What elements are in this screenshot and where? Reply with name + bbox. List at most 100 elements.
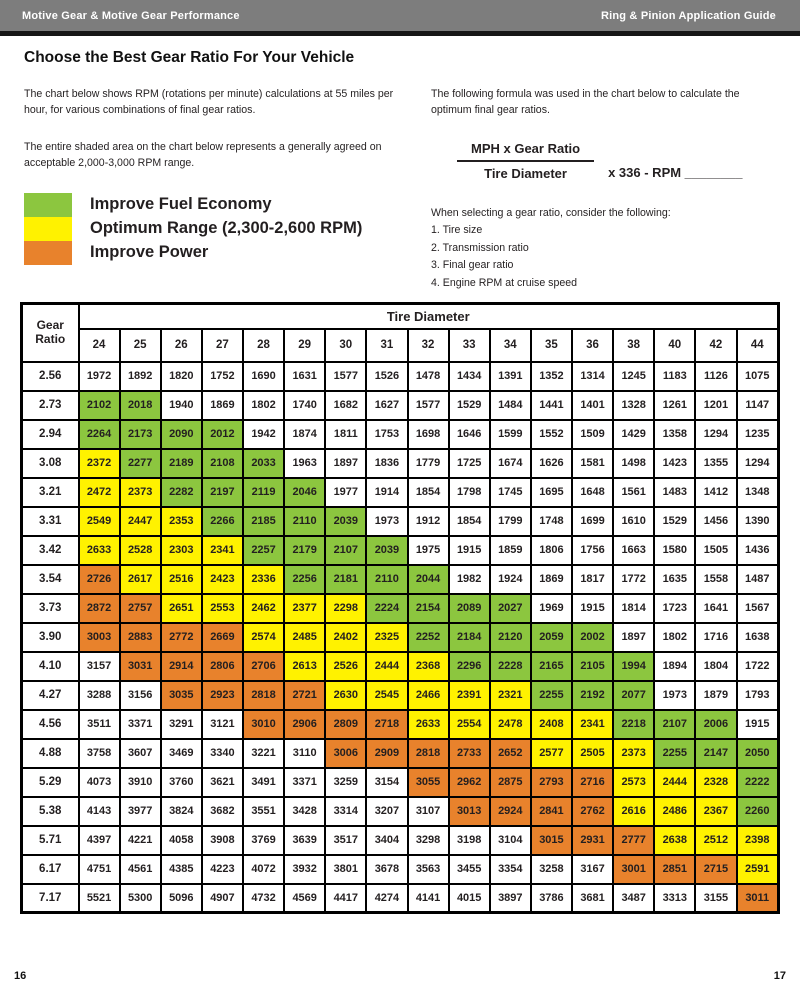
rpm-cell: 4569	[283, 882, 327, 914]
rpm-cell: 2706	[241, 650, 286, 682]
rpm-cell: 2303	[159, 534, 203, 566]
rpm-cell: 2189	[159, 447, 203, 479]
rpm-cell: 1638	[735, 621, 780, 653]
rpm-cell: 3551	[241, 795, 286, 827]
rpm-cell: 2181	[324, 563, 368, 595]
rpm-cell: 1779	[406, 447, 450, 479]
table-row: 3.90 3003 2883 2772 2669 2574 2485 2402 2325 2252…	[20, 621, 780, 653]
rpm-cell: 1478	[406, 360, 450, 392]
rpm-cell: 2373	[118, 476, 162, 508]
rpm-cell: 4073	[77, 766, 121, 798]
rpm-cell: 2574	[241, 621, 286, 653]
rpm-cell: 1894	[653, 650, 697, 682]
rpm-cell: 3681	[570, 882, 615, 914]
rpm-cell: 1802	[653, 621, 697, 653]
rpm-cell: 1631	[283, 360, 327, 392]
gear-ratio-cell: 3.73	[20, 592, 80, 624]
rpm-cell: 1874	[283, 418, 327, 450]
rpm-cell: 2617	[118, 563, 162, 595]
rpm-cell: 2119	[241, 476, 286, 508]
rpm-cell: 2772	[159, 621, 203, 653]
rpm-cell: 2110	[365, 563, 409, 595]
rpm-cell: 1314	[570, 360, 615, 392]
rpm-cell: 3035	[159, 679, 203, 711]
rpm-cell: 2553	[200, 592, 245, 624]
table-title-row: Gear Ratio Tire Diameter	[20, 302, 780, 363]
rpm-cell: 2341	[570, 708, 615, 740]
rpm-cell: 2282	[159, 476, 203, 508]
rpm-cell: 1429	[612, 418, 656, 450]
rpm-cell: 1294	[735, 447, 780, 479]
rpm-cell: 2089	[447, 592, 491, 624]
rpm-cell: 2277	[118, 447, 162, 479]
rpm-cell: 1483	[653, 476, 697, 508]
rpm-cell: 3910	[118, 766, 162, 798]
legend-row: Improve Power	[24, 240, 409, 265]
rpm-cell: 1581	[570, 447, 615, 479]
legend-label: Optimum Range (2,300-2,600 RPM)	[90, 219, 363, 238]
rpm-cell: 1261	[653, 389, 697, 421]
rpm-cell: 1963	[283, 447, 327, 479]
tire-diameter-column-header: 38	[612, 327, 656, 363]
rpm-cell: 1820	[159, 360, 203, 392]
rpm-cell: 1977	[324, 476, 368, 508]
gear-ratio-cell: 2.94	[20, 418, 80, 450]
rpm-cell: 2296	[447, 650, 491, 682]
rpm-cell: 3104	[488, 824, 532, 856]
formula-fraction: MPH x Gear Ratio Tire Diameter	[457, 141, 595, 181]
rpm-cell: 2762	[570, 795, 615, 827]
rpm-cell: 1434	[447, 360, 491, 392]
rpm-cell: 2197	[200, 476, 245, 508]
table-row: 7.17 5521 5300 5096 4907 4732 4569 4417 4274 4141…	[20, 882, 780, 914]
gear-ratio-cell: 2.56	[20, 360, 80, 392]
tire-diameter-column-header: 36	[570, 327, 615, 363]
formula-denominator: Tire Diameter	[484, 165, 567, 181]
rpm-cell: 1982	[447, 563, 491, 595]
rpm-cell: 1924	[488, 563, 532, 595]
rpm-cell: 2633	[77, 534, 121, 566]
rpm-cell: 2018	[118, 389, 162, 421]
rpm-cell: 3371	[118, 708, 162, 740]
rpm-cell: 4561	[118, 853, 162, 885]
rpm-cell: 4015	[447, 882, 491, 914]
rpm-cell: 4732	[241, 882, 286, 914]
rpm-cell: 2931	[570, 824, 615, 856]
rpm-cell: 1505	[694, 534, 738, 566]
rpm-cell: 1745	[488, 476, 532, 508]
rpm-cell: 2716	[570, 766, 615, 798]
rpm-cell: 1722	[735, 650, 780, 682]
rpm-cell: 1940	[159, 389, 203, 421]
rpm-cell: 2224	[365, 592, 409, 624]
rpm-cell: 2591	[735, 853, 780, 885]
rpm-cell: 3157	[77, 650, 121, 682]
rpm-cell: 1627	[365, 389, 409, 421]
rpm-cell: 1973	[365, 505, 409, 537]
gear-ratio-cell: 4.88	[20, 737, 80, 769]
tire-diameter-column-header: 27	[200, 327, 245, 363]
rpm-cell: 2321	[488, 679, 532, 711]
rpm-cell: 3469	[159, 737, 203, 769]
rpm-cell: 2391	[447, 679, 491, 711]
rpm-cell: 2652	[488, 737, 532, 769]
rpm-cell: 2516	[159, 563, 203, 595]
rpm-cell: 1358	[653, 418, 697, 450]
color-legend: Improve Fuel Economy Optimum Range (2,300…	[24, 192, 409, 265]
rpm-cell: 1869	[200, 389, 245, 421]
rpm-cell: 4141	[406, 882, 450, 914]
rpm-cell: 2447	[118, 505, 162, 537]
rpm-cell: 2120	[488, 621, 532, 653]
rpm-cell: 3511	[77, 708, 121, 740]
rpm-cell: 1740	[283, 389, 327, 421]
rpm-cell: 3977	[118, 795, 162, 827]
rpm-cell: 1806	[529, 534, 574, 566]
gear-ratio-cell: 5.71	[20, 824, 80, 856]
rpm-cell: 4751	[77, 853, 121, 885]
rpm-cell: 1635	[653, 563, 697, 595]
rpm-cell: 2108	[200, 447, 245, 479]
rpm-cell: 1355	[694, 447, 738, 479]
rpm-cell: 2630	[324, 679, 368, 711]
rpm-cell: 2478	[488, 708, 532, 740]
tire-diameter-column-header: 40	[653, 327, 697, 363]
rpm-cell: 2102	[77, 389, 121, 421]
rpm-cell: 2651	[159, 592, 203, 624]
